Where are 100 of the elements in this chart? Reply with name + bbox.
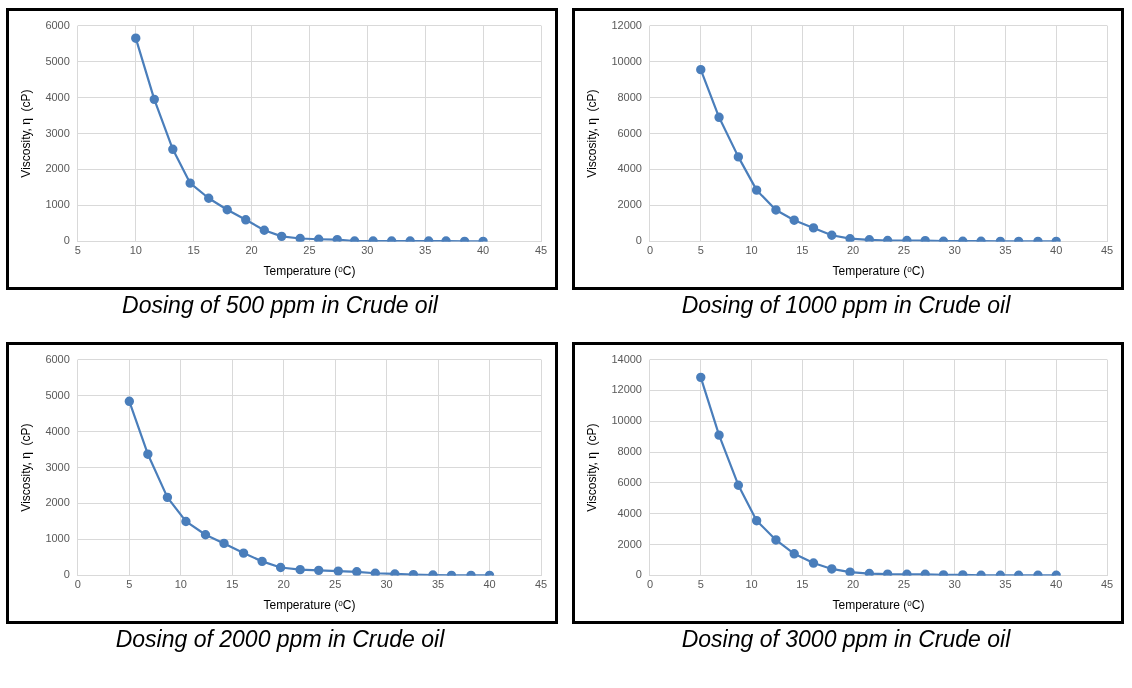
point bbox=[219, 538, 229, 549]
point bbox=[333, 566, 343, 576]
point bbox=[827, 230, 837, 240]
x-tick-label: 25 bbox=[897, 244, 911, 257]
x-tick-label: 20 bbox=[277, 578, 290, 591]
x-tick-label: 35 bbox=[999, 578, 1012, 591]
y-tick-label: 8000 bbox=[617, 445, 642, 458]
point bbox=[920, 235, 930, 242]
y-tick-label: 10000 bbox=[611, 54, 642, 67]
x-tick-label: 15 bbox=[796, 244, 809, 257]
y-tick-label: 6000 bbox=[45, 18, 70, 31]
x-tick-label: 10 bbox=[129, 244, 142, 257]
point bbox=[181, 516, 191, 527]
point bbox=[149, 94, 159, 105]
x-axis-title: Temperature (ᵒC) bbox=[263, 264, 356, 279]
x-tick-label: 15 bbox=[796, 578, 809, 591]
x-tick-label: 5 bbox=[697, 578, 704, 591]
y-axis-title: Viscosity, η (cP) bbox=[584, 423, 599, 512]
y-axis-title: Viscosity, η (cP) bbox=[18, 89, 33, 178]
y-tick-label: 4000 bbox=[617, 162, 642, 175]
y-tick-label: 4000 bbox=[45, 90, 70, 103]
x-axis-title: Temperature (ᵒC) bbox=[263, 598, 356, 613]
y-tick-label: 12000 bbox=[611, 383, 642, 396]
y-tick-label: 2000 bbox=[45, 496, 70, 509]
x-tick-label: 15 bbox=[226, 578, 239, 591]
y-tick-label: 6000 bbox=[617, 475, 642, 488]
y-tick-label: 8000 bbox=[617, 90, 642, 103]
point bbox=[275, 562, 286, 573]
point bbox=[204, 193, 214, 203]
y-tick-label: 1000 bbox=[45, 198, 70, 211]
x-tick-label: 40 bbox=[1050, 578, 1063, 591]
y-tick-label: 5000 bbox=[45, 388, 70, 401]
point bbox=[352, 567, 362, 576]
text: Dosing of 500 ppm in Crude oil bbox=[121, 292, 440, 319]
point bbox=[370, 568, 380, 576]
y-tick-label: 12000 bbox=[611, 18, 642, 31]
text: Dosing of 3000 ppm in Crude oil bbox=[680, 626, 1012, 653]
point bbox=[808, 558, 819, 568]
point bbox=[902, 569, 912, 576]
x-tick-label: 5 bbox=[697, 244, 704, 257]
x-tick-label: 20 bbox=[846, 244, 860, 257]
x-tick-label: 20 bbox=[245, 244, 258, 257]
point bbox=[314, 234, 324, 242]
point bbox=[295, 233, 305, 242]
point bbox=[131, 33, 141, 43]
point bbox=[238, 548, 249, 558]
x-tick-label: 10 bbox=[745, 578, 758, 591]
x-tick-label: 35 bbox=[419, 244, 432, 257]
x-tick-label: 30 bbox=[380, 578, 393, 591]
text: Dosing of 1000 ppm in Crude oil bbox=[680, 292, 1012, 319]
y-tick-label: 6000 bbox=[617, 126, 642, 139]
point bbox=[751, 515, 762, 526]
point bbox=[845, 234, 855, 242]
point bbox=[733, 480, 744, 490]
point bbox=[771, 535, 781, 545]
point bbox=[222, 205, 232, 215]
y-tick-label: 1000 bbox=[45, 532, 70, 545]
x-tick-label: 30 bbox=[948, 244, 961, 257]
point bbox=[276, 231, 287, 242]
point bbox=[200, 530, 211, 540]
point bbox=[714, 430, 724, 440]
x-axis-title: Temperature (ᵒC) bbox=[832, 598, 925, 613]
x-tick-label: 45 bbox=[534, 578, 548, 591]
point bbox=[789, 549, 799, 559]
point bbox=[827, 564, 837, 574]
x-tick-label: 45 bbox=[534, 244, 548, 257]
y-tick-label: 0 bbox=[63, 568, 70, 581]
x-tick-label: 0 bbox=[646, 578, 654, 591]
x-tick-label: 35 bbox=[999, 244, 1012, 257]
y-tick-label: 2000 bbox=[45, 162, 70, 175]
y-tick-label: 0 bbox=[635, 568, 642, 581]
point bbox=[257, 556, 267, 567]
point bbox=[714, 112, 724, 123]
y-tick-label: 2000 bbox=[617, 198, 642, 211]
point bbox=[124, 396, 135, 407]
point bbox=[789, 215, 799, 225]
y-axis-title: Viscosity, η (cP) bbox=[18, 423, 33, 512]
y-tick-label: 10000 bbox=[611, 414, 642, 427]
point bbox=[696, 372, 706, 383]
x-tick-label: 5 bbox=[126, 578, 133, 591]
point bbox=[902, 235, 912, 242]
x-tick-label: 5 bbox=[74, 244, 81, 257]
x-tick-label: 40 bbox=[483, 578, 496, 591]
x-tick-label: 30 bbox=[361, 244, 374, 257]
x-tick-label: 25 bbox=[329, 578, 342, 591]
point bbox=[390, 569, 400, 576]
point bbox=[185, 178, 195, 188]
y-tick-label: 0 bbox=[635, 234, 642, 247]
x-tick-label: 10 bbox=[745, 244, 758, 257]
x-tick-label: 45 bbox=[1100, 578, 1114, 591]
point bbox=[696, 64, 706, 75]
point bbox=[168, 144, 178, 155]
point bbox=[733, 152, 744, 162]
x-tick-label: 45 bbox=[1100, 244, 1114, 257]
x-tick-label: 15 bbox=[187, 244, 200, 257]
y-tick-label: 0 bbox=[63, 234, 70, 247]
x-tick-label: 40 bbox=[476, 244, 490, 257]
point bbox=[771, 205, 781, 215]
x-tick-label: 25 bbox=[897, 578, 911, 591]
x-tick-label: 0 bbox=[74, 578, 81, 591]
